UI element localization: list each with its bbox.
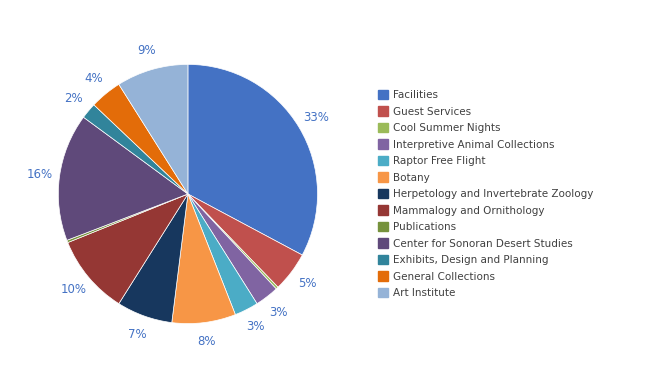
Text: 4%: 4%	[84, 72, 102, 85]
Text: 3%: 3%	[246, 320, 264, 333]
Text: 3%: 3%	[270, 306, 288, 319]
Wedge shape	[58, 117, 188, 240]
Text: 7%: 7%	[128, 328, 147, 341]
Wedge shape	[68, 194, 188, 304]
Text: 5%: 5%	[297, 277, 316, 290]
Wedge shape	[188, 194, 276, 304]
Legend: Facilities, Guest Services, Cool Summer Nights, Interpretive Animal Collections,: Facilities, Guest Services, Cool Summer …	[375, 87, 597, 301]
Wedge shape	[119, 64, 188, 194]
Wedge shape	[119, 194, 188, 322]
Wedge shape	[172, 194, 235, 324]
Text: 33%: 33%	[303, 111, 329, 124]
Text: 2%: 2%	[64, 92, 83, 105]
Wedge shape	[188, 64, 318, 255]
Wedge shape	[67, 194, 188, 242]
Wedge shape	[188, 194, 278, 289]
Text: 9%: 9%	[137, 44, 156, 57]
Text: 16%: 16%	[27, 168, 53, 180]
Wedge shape	[188, 194, 302, 287]
Text: 10%: 10%	[60, 283, 87, 296]
Wedge shape	[188, 194, 257, 315]
Text: 8%: 8%	[197, 335, 216, 348]
Wedge shape	[84, 105, 188, 194]
Wedge shape	[94, 84, 188, 194]
